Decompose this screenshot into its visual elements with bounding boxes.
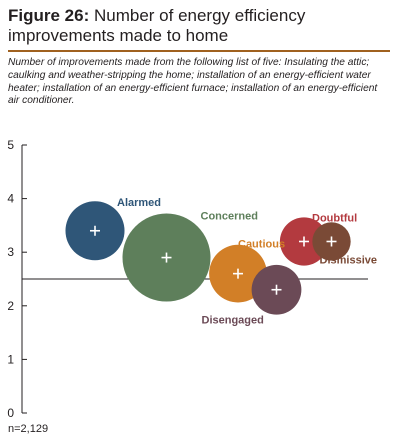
- title-block: Figure 26: Number of energy efficiency i…: [8, 6, 396, 108]
- y-tick-label: 3: [7, 245, 14, 259]
- bubble-layer: [65, 201, 351, 315]
- figure-label: Figure 26:: [8, 6, 90, 25]
- bubble-doubtful: [279, 217, 329, 266]
- bubble-disengaged: [251, 264, 302, 315]
- bubble-concerned: [122, 213, 211, 302]
- figure-title: Number of energy efficiency improvements…: [8, 6, 306, 45]
- axis-layer: 0 1 2 3 4 5: [7, 138, 27, 420]
- bubble-dismissive: [312, 222, 351, 261]
- label-concerned: Concerned: [201, 211, 258, 223]
- chart-subtitle: Number of improvements made from the fol…: [8, 57, 378, 107]
- y-tick-label: 4: [7, 192, 14, 206]
- label-doubtful: Doubtful: [312, 212, 357, 224]
- y-tick-label: 5: [7, 138, 14, 152]
- title-rule: [8, 50, 390, 52]
- label-alarmed: Alarmed: [117, 197, 161, 209]
- chart-title: Figure 26: Number of energy efficiency i…: [8, 6, 396, 46]
- sample-size-note: n=2,129: [8, 423, 49, 435]
- y-tick-label: 1: [7, 352, 14, 366]
- bubble-alarmed: [65, 201, 125, 261]
- label-layer: Alarmed Concerned Cautious Disengaged Doubtf…: [117, 197, 377, 327]
- label-dismissive: Dismissive: [320, 254, 377, 266]
- y-tick-label: 0: [7, 406, 14, 420]
- y-tick-label: 2: [7, 299, 14, 313]
- label-disengaged: Disengaged: [202, 315, 264, 327]
- label-cautious: Cautious: [238, 239, 285, 251]
